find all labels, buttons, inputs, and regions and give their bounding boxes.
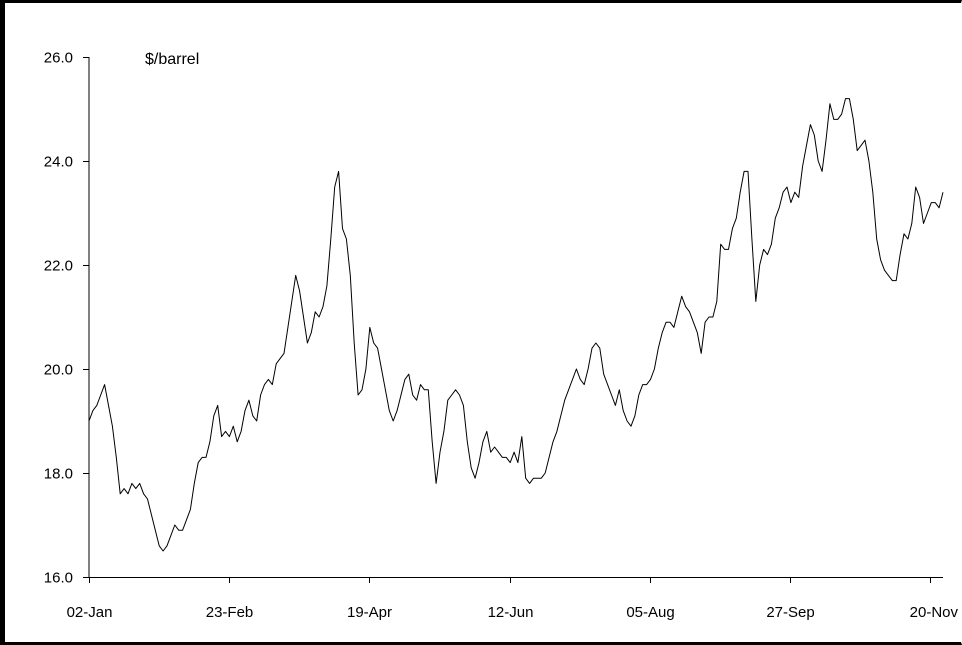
x-tick-label: 19-Apr (347, 604, 392, 621)
y-tick-label: 18.0 (44, 466, 73, 483)
x-tick-label: 23-Feb (206, 604, 254, 621)
x-tick-label: 05-Aug (626, 604, 674, 621)
unit-label: $/barrel (145, 51, 199, 68)
x-axis: 02-Jan 23-Feb 19-Apr 12-Jun 05-Aug 27-Sep 20-N… (67, 577, 959, 621)
y-tick-label: 26.0 (44, 50, 73, 67)
y-tick-label: 22.0 (44, 258, 73, 275)
y-tick-label: 20.0 (44, 362, 73, 379)
y-tick-label: 24.0 (44, 154, 73, 171)
y-tick-label: 16.0 (44, 570, 73, 587)
y-axis: 16.0 18.0 20.0 22.0 24.0 26.0 (44, 50, 90, 587)
series-line (88, 98, 944, 552)
x-tick-label: 02-Jan (67, 604, 113, 621)
series-area (88, 98, 944, 552)
x-tick-label: 12-Jun (488, 604, 534, 621)
x-tick-label: 20-Nov (910, 604, 959, 621)
x-tick-label: 27-Sep (766, 604, 814, 621)
